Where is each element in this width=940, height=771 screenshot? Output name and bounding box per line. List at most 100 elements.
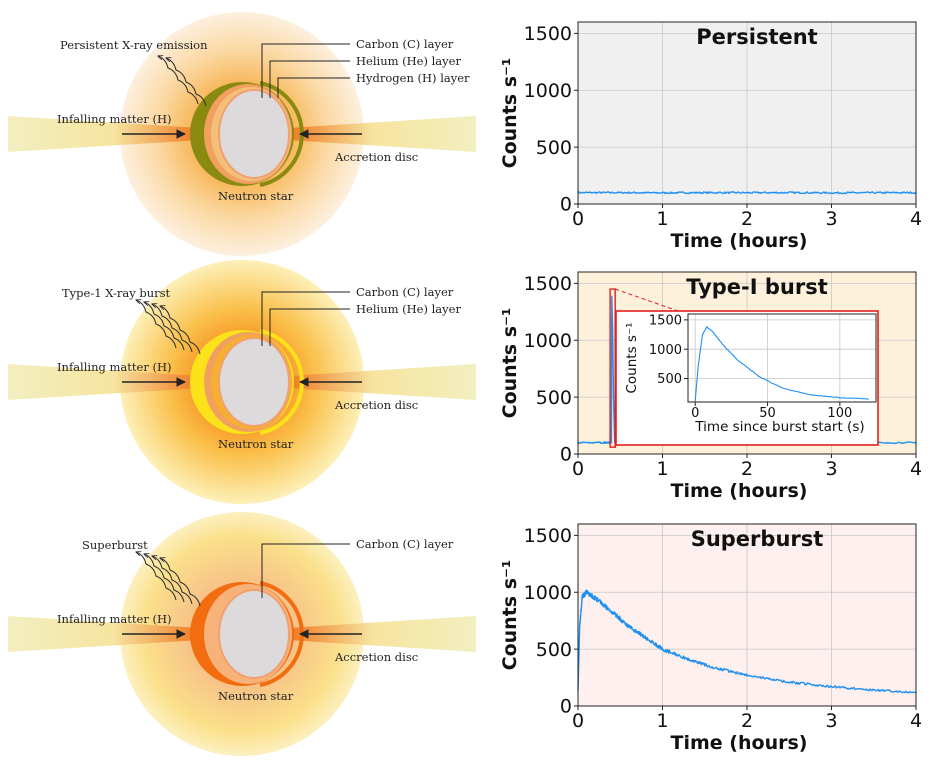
- disc-label: Accretion disc: [334, 398, 418, 412]
- x-tick-label: 0: [572, 458, 584, 480]
- y-tick-label: 500: [536, 639, 572, 661]
- wavy-arrow-icon: [158, 56, 199, 105]
- axes-frame: [687, 313, 877, 403]
- y-tick-label: 1000: [524, 330, 572, 352]
- layer-leader-line: [277, 77, 350, 98]
- infall-label: Infalling matter (H): [57, 112, 171, 126]
- inset-y-axis-label: Counts s⁻¹: [624, 323, 640, 394]
- layer-leader-line: [261, 291, 350, 346]
- y-tick-label: 1000: [524, 80, 572, 102]
- x-axis-label: Time (hours): [671, 732, 808, 754]
- inset-plot-area: [688, 314, 876, 402]
- star-label: Neutron star: [218, 437, 294, 451]
- x-tick-label: 1: [656, 458, 668, 480]
- wavy-arrow-icon: [136, 300, 177, 349]
- layer-leader-line: [261, 543, 350, 598]
- zoom-connector: [614, 444, 617, 448]
- layer-label: Carbon (C) layer: [356, 37, 454, 51]
- layer-label: Hydrogen (H) layer: [356, 71, 470, 85]
- x-tick-label: 50: [759, 406, 776, 421]
- x-tick-label: 4: [910, 458, 922, 480]
- inset-x-axis-label: Time since burst start (s): [694, 419, 864, 435]
- layer-label: Helium (He) layer: [356, 54, 461, 68]
- layer-leader-line: [261, 43, 350, 98]
- x-tick-label: 2: [741, 458, 753, 480]
- y-tick-label: 1500: [524, 23, 572, 45]
- series-line: [577, 191, 917, 195]
- star-label: Neutron star: [218, 689, 294, 703]
- inset-series-line: [694, 326, 869, 402]
- chart-title: Type-I burst: [686, 275, 828, 299]
- y-axis-label: Counts s⁻¹: [499, 308, 521, 419]
- y-tick-label: 1500: [649, 313, 682, 328]
- y-tick-label: 500: [536, 387, 572, 409]
- x-tick-label: 0: [572, 208, 584, 230]
- series-line: [577, 589, 917, 694]
- layer-label: Carbon (C) layer: [356, 285, 454, 299]
- x-tick-label: 0: [691, 406, 699, 421]
- x-tick-label: 3: [825, 208, 837, 230]
- y-tick-label: 500: [536, 137, 572, 159]
- star-core: [218, 89, 290, 179]
- wavy-arrow-icon: [166, 58, 207, 107]
- wavy-arrow-icon: [152, 304, 193, 353]
- emission-label: Persistent X-ray emission: [60, 38, 208, 52]
- x-axis-label: Time (hours): [671, 230, 808, 252]
- layer-leader-line: [269, 60, 350, 98]
- x-tick-label: 4: [910, 710, 922, 732]
- chart-title: Persistent: [696, 25, 817, 49]
- wavy-arrow-icon: [136, 552, 177, 601]
- x-tick-label: 3: [825, 458, 837, 480]
- x-tick-label: 2: [741, 710, 753, 732]
- disc-band-right: [288, 364, 476, 400]
- y-tick-label: 500: [657, 372, 682, 387]
- disc-band-right: [288, 616, 476, 652]
- y-tick-label: 1500: [524, 273, 572, 295]
- y-tick-label: 0: [560, 194, 572, 216]
- x-tick-label: 1: [656, 710, 668, 732]
- x-tick-label: 4: [910, 208, 922, 230]
- star-core: [218, 337, 290, 427]
- wavy-arrow-icon: [144, 554, 185, 603]
- x-tick-label: 3: [825, 710, 837, 732]
- layer-leader-line: [269, 308, 350, 346]
- chart-title: Superburst: [691, 527, 824, 551]
- disc-band-left: [8, 364, 200, 400]
- zoom-box: [609, 288, 616, 448]
- x-tick-label: 0: [572, 710, 584, 732]
- y-axis-label: Counts s⁻¹: [499, 58, 521, 169]
- wavy-arrow-icon: [160, 558, 201, 607]
- disc-band-left: [8, 116, 200, 152]
- emission-label: Type-1 X-ray burst: [62, 286, 171, 300]
- y-tick-label: 1000: [524, 582, 572, 604]
- chart-1: 0 1 2 3 4 0 500 1000 1500 Persistent Time (hours) C…: [499, 21, 922, 252]
- infall-label: Infalling matter (H): [57, 360, 171, 374]
- x-tick-label: 100: [827, 406, 852, 421]
- inset-chart: 0 50 100 500 1000 1500 Time since burst start …: [615, 310, 879, 446]
- x-tick-label: 1: [656, 208, 668, 230]
- y-axis-label: Counts s⁻¹: [499, 560, 521, 671]
- disc-label: Accretion disc: [334, 150, 418, 164]
- y-tick-label: 0: [560, 696, 572, 718]
- disc-band-right: [288, 116, 476, 152]
- y-tick-label: 1500: [524, 525, 572, 547]
- disc-band-left: [8, 616, 200, 652]
- x-tick-label: 2: [741, 208, 753, 230]
- y-tick-label: 1000: [649, 343, 682, 358]
- y-tick-label: 0: [560, 444, 572, 466]
- star-core: [218, 589, 290, 679]
- disc-label: Accretion disc: [334, 650, 418, 664]
- wavy-arrow-icon: [160, 306, 201, 355]
- layer-label: Helium (He) layer: [356, 302, 461, 316]
- emission-label: Superburst: [82, 538, 148, 552]
- diagram-2: Infalling matter (H) Accretion disc Neutro…: [8, 260, 476, 504]
- x-axis-label: Time (hours): [671, 480, 808, 502]
- wavy-arrow-icon: [144, 302, 185, 351]
- layer-label: Carbon (C) layer: [356, 537, 454, 551]
- infall-label: Infalling matter (H): [57, 612, 171, 626]
- wavy-arrow-icon: [152, 556, 193, 605]
- diagram-3: Infalling matter (H) Accretion disc Neutro…: [8, 512, 476, 756]
